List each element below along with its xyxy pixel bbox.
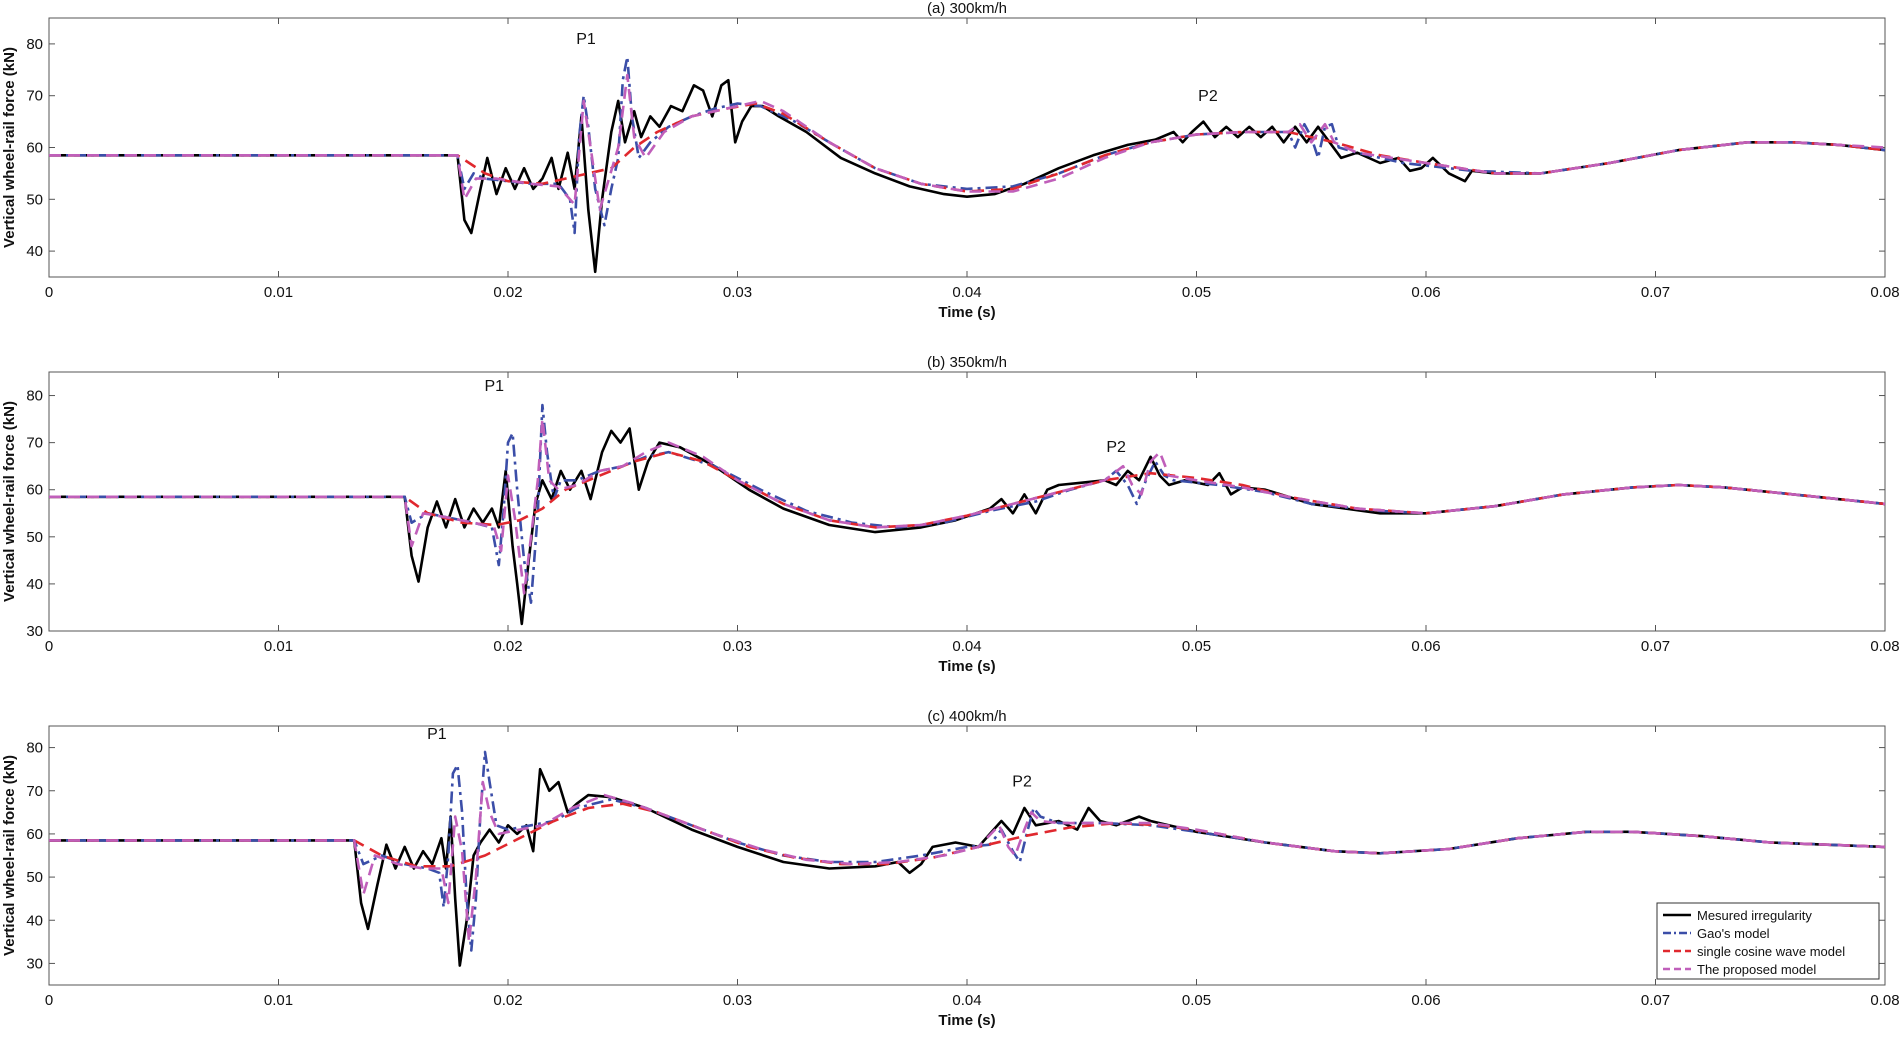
x-tick-label: 0 xyxy=(45,284,53,301)
y-tick-label: 50 xyxy=(26,529,43,546)
x-tick-label: 0.08 xyxy=(1870,992,1899,1009)
x-tick-label: 0 xyxy=(45,992,53,1009)
y-tick-label: 70 xyxy=(26,88,43,105)
x-tick-label: 0.03 xyxy=(723,992,752,1009)
chart-panel-1: (a) 300km/h 0 0.01 0.02 0.03 0.04 0.05 0.06 0.07… xyxy=(1,0,1900,321)
x-tick-label: 0.02 xyxy=(493,284,522,301)
series-line-mesured-irregularity xyxy=(49,427,1885,626)
y-axis-title: Vertical wheel-rail force (kN) xyxy=(1,401,18,602)
y-axis-title: Vertical wheel-rail force (kN) xyxy=(1,47,18,248)
legend-label: Mesured irregularity xyxy=(1697,908,1812,923)
x-tick-label: 0.03 xyxy=(723,638,752,655)
x-tick-label: 0.04 xyxy=(952,638,981,655)
annotation-p1: P1 xyxy=(427,726,447,743)
series-line-the-proposed-model xyxy=(49,780,1885,944)
y-tick-label: 80 xyxy=(26,36,43,53)
legend-box xyxy=(1656,902,1880,980)
panel-title: (c) 400km/h xyxy=(927,708,1006,725)
y-tick-label: 70 xyxy=(26,783,43,800)
x-tick-label: 0.06 xyxy=(1411,638,1440,655)
chart-panel-3: (c) 400km/h 0 0.01 0.02 0.03 0.04 0.05 0.06 0.07… xyxy=(1,708,1900,1029)
x-tick-label: 0.06 xyxy=(1411,284,1440,301)
y-tick-label: 50 xyxy=(26,191,43,208)
x-tick-label: 0.02 xyxy=(493,992,522,1009)
y-tick-label: 70 xyxy=(26,435,43,452)
x-tick-label: 0.05 xyxy=(1182,638,1211,655)
legend-label: The proposed model xyxy=(1697,962,1816,977)
y-tick-label: 40 xyxy=(26,576,43,593)
panel-title: (a) 300km/h xyxy=(927,0,1007,17)
annotation-p1: P1 xyxy=(576,31,596,48)
series-line-gao-s-model xyxy=(49,55,1885,235)
axes-box xyxy=(48,725,1886,986)
series-line-gao-s-model xyxy=(49,750,1885,952)
series-line-single-cosine-wave-model xyxy=(49,802,1885,868)
x-tick-label: 0.04 xyxy=(952,992,981,1009)
annotation-p2: P2 xyxy=(1106,439,1126,456)
y-tick-label: 50 xyxy=(26,869,43,886)
y-tick-label: 30 xyxy=(26,955,43,972)
y-tick-label: 60 xyxy=(26,482,43,499)
x-tick-label: 0.08 xyxy=(1870,284,1899,301)
x-tick-label: 0.07 xyxy=(1641,284,1670,301)
y-tick-label: 60 xyxy=(26,140,43,157)
chart-panel-2: (b) 350km/h 0 0.01 0.02 0.03 0.04 0.05 0.06 0.07… xyxy=(1,354,1900,675)
series-line-mesured-irregularity xyxy=(49,767,1885,967)
legend-label: single cosine wave model xyxy=(1697,944,1845,959)
annotation-p2: P2 xyxy=(1198,88,1218,105)
series-line-the-proposed-model xyxy=(49,417,1885,595)
annotation-p1: P1 xyxy=(484,378,504,395)
series-line-the-proposed-model xyxy=(49,73,1885,211)
legend: Mesured irregularity Gao's model single co… xyxy=(1656,902,1880,980)
series-line-single-cosine-wave-model xyxy=(49,102,1885,193)
x-tick-label: 0.01 xyxy=(264,992,293,1009)
x-tick-label: 0.07 xyxy=(1641,992,1670,1009)
x-axis-title: Time (s) xyxy=(938,1012,995,1029)
series-group xyxy=(49,403,1885,626)
y-tick-label: 80 xyxy=(26,388,43,405)
y-tick-label: 40 xyxy=(26,912,43,929)
axes-box xyxy=(48,17,1886,278)
x-tick-label: 0.02 xyxy=(493,638,522,655)
x-tick-label: 0.08 xyxy=(1870,638,1899,655)
x-tick-label: 0.06 xyxy=(1411,992,1440,1009)
series-line-gao-s-model xyxy=(49,403,1885,604)
y-axis-title: Vertical wheel-rail force (kN) xyxy=(1,755,18,956)
x-tick-label: 0.01 xyxy=(264,638,293,655)
x-tick-label: 0.07 xyxy=(1641,638,1670,655)
y-tick-label: 80 xyxy=(26,740,43,757)
x-tick-label: 0 xyxy=(45,638,53,655)
x-tick-label: 0.05 xyxy=(1182,992,1211,1009)
y-tick-label: 60 xyxy=(26,826,43,843)
series-group xyxy=(49,750,1885,967)
panel-title: (b) 350km/h xyxy=(927,354,1007,371)
x-tick-label: 0.03 xyxy=(723,284,752,301)
y-tick-label: 40 xyxy=(26,243,43,260)
annotation-p2: P2 xyxy=(1012,773,1032,790)
x-axis-title: Time (s) xyxy=(938,304,995,321)
x-tick-label: 0.05 xyxy=(1182,284,1211,301)
legend-label: Gao's model xyxy=(1697,926,1770,941)
series-line-mesured-irregularity xyxy=(49,78,1885,274)
x-tick-label: 0.01 xyxy=(264,284,293,301)
x-axis-title: Time (s) xyxy=(938,658,995,675)
y-tick-label: 30 xyxy=(26,623,43,640)
series-group xyxy=(49,55,1885,274)
axes-box xyxy=(48,371,1886,632)
x-tick-label: 0.04 xyxy=(952,284,981,301)
